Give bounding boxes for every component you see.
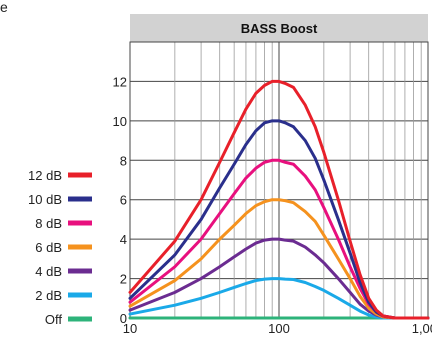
y-tick-label: 4 (120, 232, 127, 247)
legend-swatch-12-db (68, 172, 92, 178)
legend-swatch-2-db (68, 292, 92, 298)
chart-title: BASS Boost (241, 21, 318, 36)
chart-title-bar (130, 14, 428, 42)
series-line-12-db (128, 79, 430, 320)
legend-label-4-db: 4 dB (35, 264, 62, 279)
x-ticks: 10 100 1,000 (123, 321, 432, 336)
y-tick-label: 8 (120, 153, 127, 168)
legend: 12 dB 10 dB 8 dB 6 dB 4 dB 2 dB Off (28, 168, 92, 327)
x-tick-label: 10 (123, 321, 137, 336)
y-tick-label: 10 (113, 114, 127, 129)
legend-label-off: Off (45, 312, 62, 327)
legend-swatch-off (68, 316, 92, 322)
legend-label-12-db: 12 dB (28, 168, 62, 183)
x-tick-label: 1,000 (412, 321, 432, 336)
legend-label-2-db: 2 dB (35, 288, 62, 303)
y-tick-label: 0 (120, 311, 127, 326)
x-tick-label: 100 (268, 321, 290, 336)
y-tick-label: 12 (113, 74, 127, 89)
legend-swatch-10-db (68, 196, 92, 202)
legend-label-10-db: 10 dB (28, 192, 62, 207)
legend-swatch-6-db (68, 244, 92, 250)
series-lines (128, 79, 430, 320)
y-tick-label: 6 (120, 193, 127, 208)
page-label: e (0, 0, 8, 14)
legend-swatch-8-db (68, 220, 92, 226)
y-tick-label: 2 (120, 272, 127, 287)
y-ticks: 0 2 4 6 8 10 12 (113, 74, 127, 326)
legend-label-8-db: 8 dB (35, 216, 62, 231)
grid (130, 42, 428, 318)
legend-label-6-db: 6 dB (35, 240, 62, 255)
legend-swatch-4-db (68, 268, 92, 274)
